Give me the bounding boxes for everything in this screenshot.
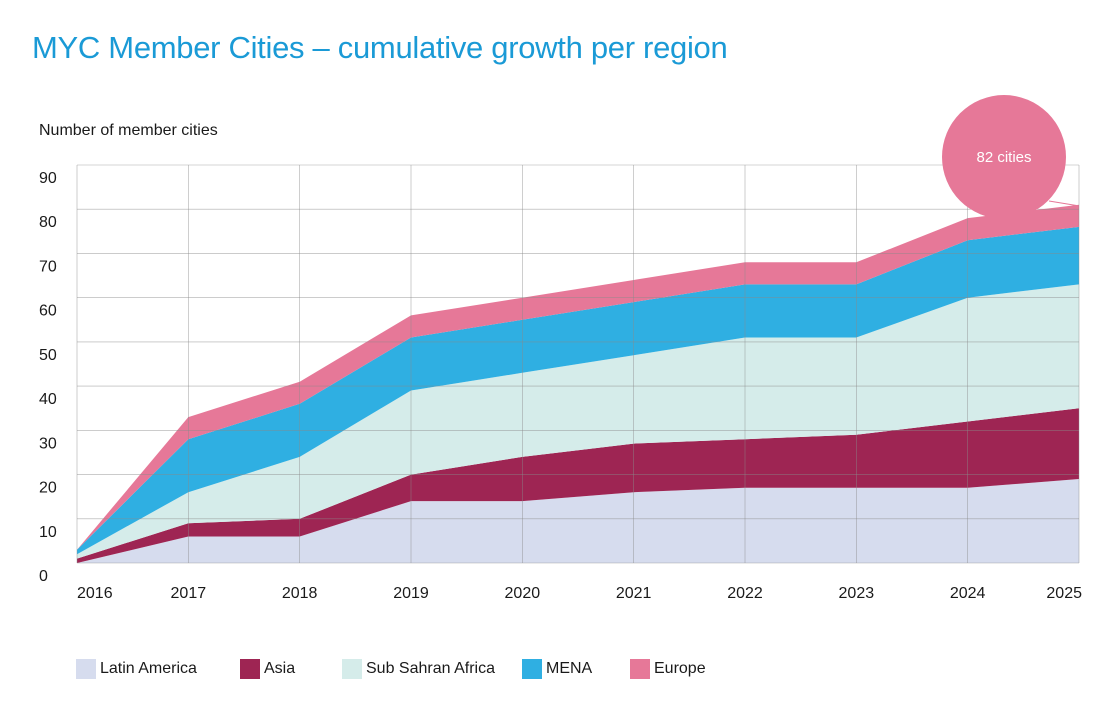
area-asia: [77, 408, 1079, 563]
legend-item: Europe: [630, 659, 720, 679]
y-tick-label: 10: [39, 524, 57, 541]
legend-swatch: [76, 659, 96, 679]
x-tick-label: 2025: [1046, 585, 1082, 602]
y-tick-label: 50: [39, 347, 57, 364]
y-tick-label: 70: [39, 258, 57, 275]
x-tick-label: 2021: [616, 585, 652, 602]
y-tick-label: 0: [39, 568, 48, 585]
y-axis-label: Number of member cities: [39, 122, 218, 139]
x-tick-label: 2017: [171, 585, 207, 602]
y-tick-label: 30: [39, 435, 57, 452]
y-tick-label: 90: [39, 170, 57, 187]
legend-item: Sub Sahran Africa: [342, 659, 522, 679]
legend-label: Asia: [264, 660, 296, 677]
legend-label: Europe: [654, 660, 706, 677]
y-tick-label: 40: [39, 391, 57, 408]
legend-label: Latin America: [100, 660, 197, 677]
annotation-label: 82 cities: [976, 149, 1031, 166]
annotation-bubble: [942, 95, 1066, 219]
legend-swatch: [342, 659, 362, 679]
x-tick-label: 2019: [393, 585, 429, 602]
legend-label: Sub Sahran Africa: [366, 660, 495, 677]
legend: Latin America Asia Sub Sahran Africa MENA Eu…: [76, 659, 720, 679]
legend-item: Asia: [240, 659, 342, 679]
area-mena: [77, 226, 1079, 555]
legend-item: MENA: [522, 659, 630, 679]
chart-title: MYC Member Cities – cumulative growth pe…: [32, 30, 728, 65]
legend-label: MENA: [546, 660, 593, 677]
area-sub-sahran-africa: [77, 284, 1079, 559]
x-tick-label: 2018: [282, 585, 318, 602]
legend-swatch: [522, 659, 542, 679]
y-tick-label: 60: [39, 303, 57, 320]
x-tick-label: 2020: [505, 585, 541, 602]
x-tick-label: 2022: [727, 585, 763, 602]
area-latin-america: [77, 479, 1079, 563]
x-tick-label: 2024: [950, 585, 986, 602]
y-tick-label: 80: [39, 214, 57, 231]
x-tick-label: 2016: [77, 585, 113, 602]
legend-item: Latin America: [76, 659, 240, 679]
legend-swatch: [630, 659, 650, 679]
legend-swatch: [240, 659, 260, 679]
y-tick-label: 20: [39, 480, 57, 497]
x-tick-label: 2023: [839, 585, 875, 602]
annotation-leader: [1048, 200, 1079, 207]
